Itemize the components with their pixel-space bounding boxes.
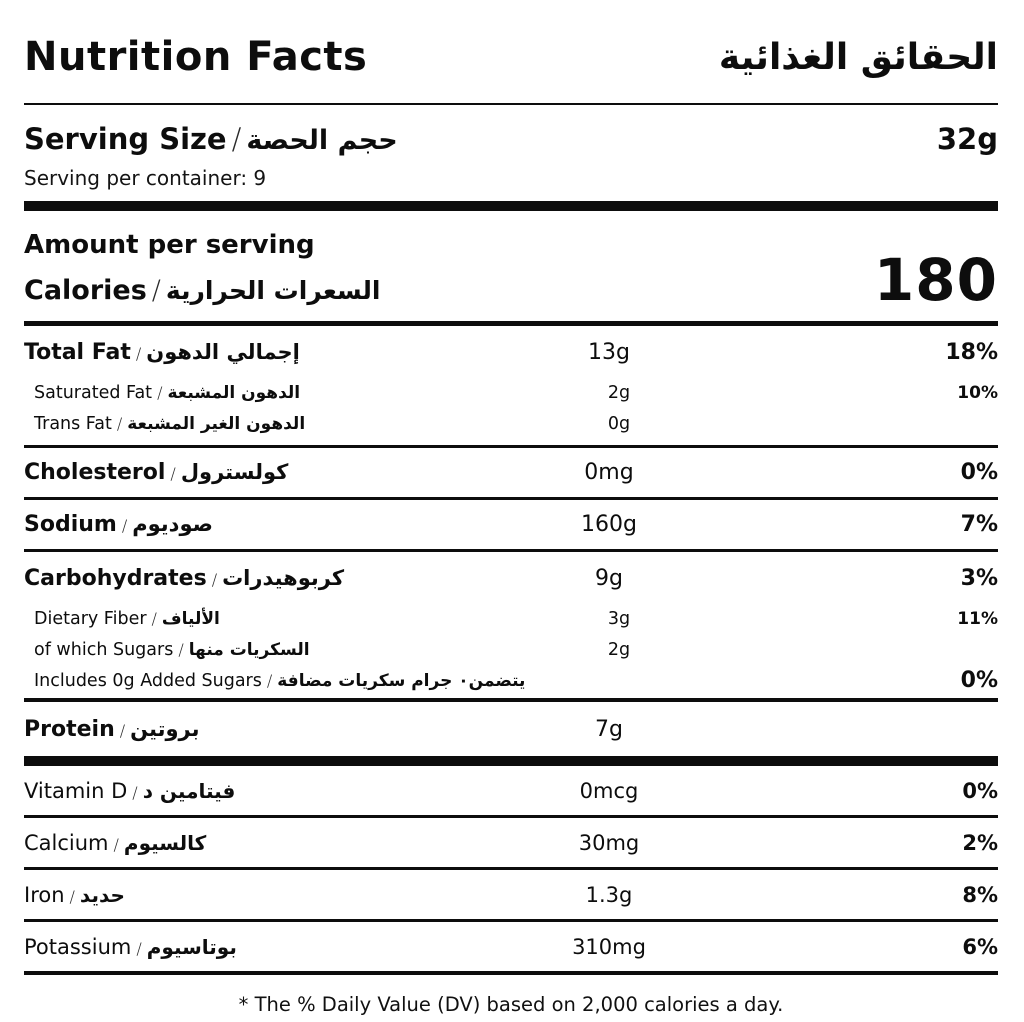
amount-value: 1.3g xyxy=(585,882,633,907)
row-of-which-sugars: of which Sugars / السكريات منها 2g xyxy=(24,634,998,665)
row-iron: Iron / حديد 1.3g 8% xyxy=(24,882,998,907)
slash-separator: / xyxy=(119,720,126,740)
amount-value: 0mcg xyxy=(579,778,639,803)
amount-value: 0g xyxy=(607,413,631,434)
row-total-fat: Total Fat / إجمالي الدهون 13g 18% xyxy=(24,340,998,365)
row-divider xyxy=(24,497,998,500)
slash-separator: / xyxy=(170,464,176,483)
daily-value-percent: 7% xyxy=(960,512,998,537)
slash-separator: / xyxy=(151,608,157,628)
row-carbohydrates: Carbohydrates / كربوهيدرات 9g 3% xyxy=(24,566,998,591)
serving-size-row: Serving Size / حجم الحصة 32g xyxy=(24,117,998,161)
slash-separator: / xyxy=(231,122,242,156)
daily-value-percent: 8% xyxy=(962,882,998,907)
slash-separator: / xyxy=(211,570,218,589)
amount-value: 3g xyxy=(607,608,631,629)
slash-separator: / xyxy=(136,938,142,958)
thick-divider-bottom xyxy=(24,756,998,766)
slash-separator: / xyxy=(113,834,119,854)
amount-value: 160g xyxy=(581,512,637,537)
amount-value: 9g xyxy=(595,566,623,591)
slash-separator: / xyxy=(121,516,128,535)
daily-value-percent: 11% xyxy=(957,608,998,629)
daily-value-percent: 10% xyxy=(957,382,998,403)
daily-value-percent: 2% xyxy=(962,830,998,855)
row-vitamin-d: Vitamin D / فيتامين د 0mcg 0% xyxy=(24,778,998,803)
slash-separator: / xyxy=(116,413,123,433)
slash-separator: / xyxy=(132,782,138,802)
row-dietary-fiber: Dietary Fiber / الألياف 3g 11% xyxy=(34,608,998,629)
servings-per-container: Serving per container: 9 xyxy=(24,166,267,190)
row-protein: Protein / بروتين 7g xyxy=(24,702,998,756)
label-header: Nutrition Facts الحقائق الغذائية xyxy=(24,32,998,82)
row-saturated-fat: Saturated Fat / الدهون المشبعة 2g 10% xyxy=(34,382,998,403)
daily-value-percent: 6% xyxy=(962,934,998,959)
row-divider xyxy=(24,867,998,870)
calories-value: 180 xyxy=(873,246,998,314)
amount-value: 2g xyxy=(607,382,631,403)
row-sodium: Sodium / صوديوم 160g 7% xyxy=(24,512,998,537)
amount-value: 0mg xyxy=(584,460,634,485)
row-divider xyxy=(24,698,998,702)
calories-section: Amount per serving Calories / السعرات الحر… xyxy=(24,211,998,321)
header-divider xyxy=(24,103,998,105)
daily-value-footnote: * The % Daily Value (DV) based on 2,000 … xyxy=(238,993,784,1016)
slash-separator: / xyxy=(69,886,75,906)
page-title-arabic: الحقائق الغذائية xyxy=(718,37,998,78)
daily-value-percent: 0% xyxy=(962,778,998,803)
daily-value-percent: 3% xyxy=(960,566,998,591)
calories-divider xyxy=(24,321,998,326)
serving-size-label: Serving Size / حجم الحصة xyxy=(24,122,398,156)
amount-value: 30mg xyxy=(578,830,640,855)
fat-group: Total Fat / إجمالي الدهون 13g 18% Saturate… xyxy=(24,326,998,445)
calories-label: Calories / السعرات الحرارية xyxy=(24,275,381,306)
serving-size-value: 32g xyxy=(936,122,998,156)
daily-value-percent: 18% xyxy=(945,340,998,365)
slash-separator: / xyxy=(266,670,273,690)
row-divider xyxy=(24,815,998,818)
row-potassium: Potassium / بوتاسيوم 310mg 6% xyxy=(24,934,998,959)
thick-divider-top xyxy=(24,201,998,211)
row-divider xyxy=(24,445,998,448)
calories-labels: Amount per serving Calories / السعرات الحر… xyxy=(24,227,380,309)
amount-value: 7g xyxy=(595,716,623,742)
row-cholesterol: Cholesterol / كولسترول 0mg 0% xyxy=(24,460,998,485)
daily-value-percent: 0% xyxy=(960,668,998,693)
footer-divider xyxy=(24,971,998,975)
slash-separator: / xyxy=(157,382,163,402)
row-calcium: Calcium / كالسيوم 30mg 2% xyxy=(24,830,998,855)
amount-value: 13g xyxy=(588,340,630,365)
carbohydrate-group: Carbohydrates / كربوهيدرات 9g 3% Dietary F… xyxy=(24,552,998,698)
row-trans-fat: Trans Fat / الدهون الغير المشبعة 0g xyxy=(24,408,998,439)
slash-separator: / xyxy=(178,639,184,659)
row-divider xyxy=(24,549,998,552)
page-title: Nutrition Facts xyxy=(24,34,368,80)
amount-value: 2g xyxy=(607,639,631,660)
amount-per-serving-label: Amount per serving xyxy=(24,230,315,260)
slash-separator: / xyxy=(135,344,142,363)
row-divider xyxy=(24,919,998,922)
slash-separator: / xyxy=(151,275,161,306)
amount-value: 310mg xyxy=(572,934,646,959)
row-added-sugars: Includes 0g Added Sugars / يتضمن٠ جرام سكر… xyxy=(34,668,998,693)
daily-value-percent: 0% xyxy=(960,460,998,485)
